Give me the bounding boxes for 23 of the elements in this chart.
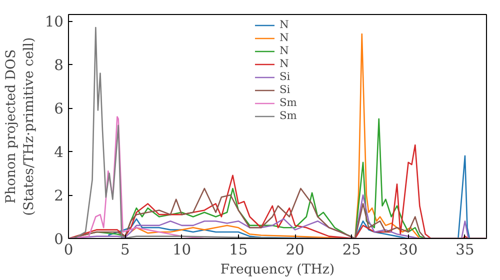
legend-label: N <box>280 18 290 31</box>
legend-label: Si <box>280 70 292 83</box>
x-tick-label: 25 <box>342 242 362 258</box>
legend-label: N <box>280 31 290 44</box>
x-tick-label: 5 <box>120 242 130 258</box>
y-tick-label: 0 <box>54 231 64 248</box>
y-axis-title: Phonon projected DOS (States/THz·primitive cell) <box>4 37 37 216</box>
legend-label: Sm <box>280 96 298 109</box>
x-tick-label: 35 <box>456 242 474 258</box>
y-tick-label: 4 <box>54 144 64 162</box>
x-tick-label: 15 <box>229 242 248 258</box>
legend-label: N <box>280 57 290 70</box>
y-tick-label: 2 <box>54 188 64 205</box>
y-tick-label: 8 <box>54 57 64 74</box>
legend-label: Sm <box>280 109 298 122</box>
x-axis-title: Frequency (THz) <box>220 262 335 278</box>
x-tick-label: 20 <box>286 242 304 258</box>
y-tick-label: 6 <box>54 100 64 118</box>
x-tick-label: 30 <box>399 242 418 258</box>
legend-label: N <box>280 44 290 57</box>
legend-label: Si <box>280 83 292 96</box>
y-tick-label: 10 <box>44 14 64 31</box>
x-tick-label: 10 <box>172 242 192 258</box>
